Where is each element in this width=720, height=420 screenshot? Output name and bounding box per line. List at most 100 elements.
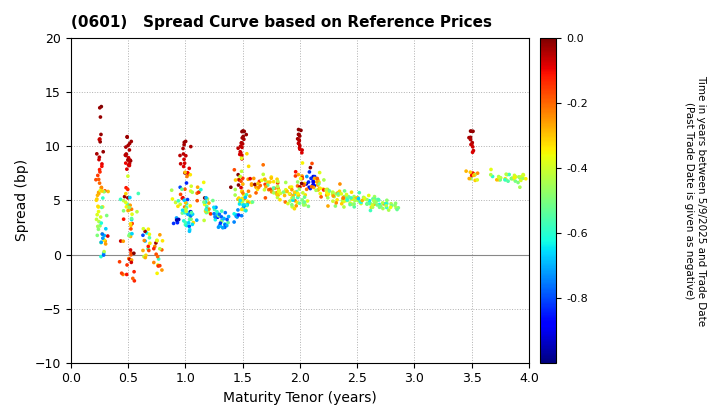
Point [185,216,197,223]
Point [467,170,479,176]
Point [240,191,252,198]
Point [301,173,312,180]
Point [243,163,254,170]
Point [314,169,325,176]
Point [510,173,522,180]
Point [354,189,365,196]
Point [516,173,527,180]
Point [94,136,106,142]
Point [177,194,189,201]
Point [240,207,251,214]
Point [144,231,156,238]
Point [323,189,334,196]
Point [347,196,359,202]
Point [144,234,156,241]
Point [238,128,250,135]
Point [94,166,105,173]
Point [242,201,253,208]
Point [246,199,257,206]
Point [236,152,248,159]
Point [323,188,334,195]
Point [239,201,251,208]
Point [228,166,240,173]
Point [321,192,333,199]
Point [236,155,248,162]
Point [200,194,212,201]
Point [349,197,361,204]
Point [215,223,226,229]
Point [279,199,291,205]
Point [186,211,198,218]
Point [166,196,178,202]
Point [336,200,348,207]
Point [232,196,243,202]
Point [292,135,303,142]
Point [508,176,519,182]
Point [235,139,247,146]
Point [238,133,249,140]
Point [271,189,282,196]
Point [506,175,518,181]
Point [312,182,323,189]
Point [125,259,137,266]
Point [184,223,195,230]
Point [380,200,392,207]
Point [293,131,305,138]
Point [122,142,134,149]
Point [390,202,401,209]
Point [365,207,377,214]
Point [323,191,334,198]
Point [172,203,184,210]
Point [252,186,264,193]
Point [126,230,138,237]
Point [216,208,228,215]
Point [221,216,233,223]
Point [156,247,168,253]
Point [198,199,210,205]
Point [168,220,179,227]
Point [125,158,136,164]
Point [244,175,256,182]
Point [212,214,223,220]
Point [140,254,151,261]
Point [330,203,341,210]
Point [358,194,369,201]
Point [184,213,196,220]
Point [125,247,136,253]
Point [323,202,334,209]
Point [174,184,186,191]
Point [203,200,215,206]
Point [237,190,248,197]
Point [233,171,244,178]
Point [310,187,322,194]
Point [465,136,477,143]
Point [233,212,244,218]
Point [94,136,105,143]
Point [181,204,192,211]
Point [95,253,107,260]
Point [93,156,104,163]
Point [514,184,526,191]
Point [328,193,340,200]
Point [297,173,308,179]
Point [232,207,243,213]
Point [120,199,132,206]
Point [138,247,149,254]
Point [352,194,364,201]
Point [284,191,296,197]
Point [308,184,320,191]
Point [273,187,284,194]
Point [240,202,252,209]
Point [237,175,248,181]
Point [259,176,271,183]
Point [465,141,477,148]
Point [249,181,261,188]
Point [284,197,296,204]
Point [129,278,140,284]
Point [121,271,132,278]
Point [132,190,144,197]
Point [280,187,292,194]
Point [272,180,284,186]
Point [466,172,477,179]
Point [240,131,252,138]
